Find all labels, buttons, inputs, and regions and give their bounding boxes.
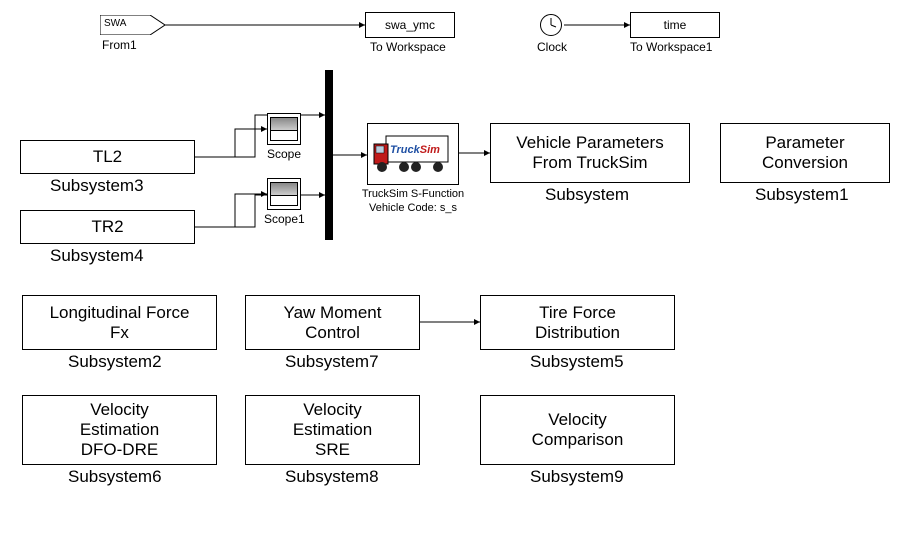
subsystem-velcomp[interactable]: Velocity Comparison	[480, 395, 675, 465]
tl2-text: TL2	[93, 147, 122, 167]
scope1[interactable]	[267, 113, 301, 145]
paramconv-l2: Conversion	[762, 153, 848, 173]
veldfo-label: Subsystem6	[68, 467, 162, 487]
mux[interactable]	[325, 70, 333, 240]
vehparams-l1: Vehicle Parameters	[516, 133, 663, 153]
scope2[interactable]	[267, 178, 301, 210]
velcomp-label: Subsystem9	[530, 467, 624, 487]
to-workspace-time[interactable]: time	[630, 12, 720, 38]
fx-l2: Fx	[110, 323, 129, 343]
subsystem-fx[interactable]: Longitudinal Force Fx	[22, 295, 217, 350]
velsre-l1: Velocity	[303, 400, 362, 420]
to-workspace-swa[interactable]: swa_ymc	[365, 12, 455, 38]
ymc-l1: Yaw Moment	[284, 303, 382, 323]
tows1-label: To Workspace	[370, 40, 446, 54]
from-block[interactable]: SWA	[100, 15, 165, 35]
truck-icon: TruckSim	[368, 124, 456, 182]
vehparams-label: Subsystem	[545, 185, 629, 205]
subsystem-tl2[interactable]: TL2	[20, 140, 195, 174]
clock-icon	[540, 14, 562, 36]
tl2-label: Subsystem3	[50, 176, 144, 196]
subsystem-ymc[interactable]: Yaw Moment Control	[245, 295, 420, 350]
veldfo-l3: DFO-DRE	[81, 440, 158, 460]
scope1-label: Scope	[267, 147, 301, 161]
subsystem-velsre[interactable]: Velocity Estimation SRE	[245, 395, 420, 465]
sfun-label1: TruckSim S-Function	[358, 188, 468, 200]
veldfo-l1: Velocity	[90, 400, 149, 420]
clock-label: Clock	[537, 40, 567, 54]
from-tag: SWA	[104, 18, 126, 29]
velcomp-l2: Comparison	[532, 430, 624, 450]
tows2-name: time	[664, 18, 687, 32]
velsre-l2: Estimation	[293, 420, 372, 440]
paramconv-l1: Parameter	[765, 133, 844, 153]
fx-label: Subsystem2	[68, 352, 162, 372]
vehparams-l2: From TruckSim	[532, 153, 647, 173]
fx-l1: Longitudinal Force	[50, 303, 190, 323]
subsystem-paramconv[interactable]: Parameter Conversion	[720, 123, 890, 183]
veldfo-l2: Estimation	[80, 420, 159, 440]
tiredist-l1: Tire Force	[539, 303, 616, 323]
ymc-l2: Control	[305, 323, 360, 343]
tows2-label: To Workspace1	[630, 40, 712, 54]
velcomp-l1: Velocity	[548, 410, 607, 430]
sfun-label2: Vehicle Code: s_s	[358, 202, 468, 214]
tows1-name: swa_ymc	[385, 18, 435, 32]
subsystem-tr2[interactable]: TR2	[20, 210, 195, 244]
svg-text:TruckSim: TruckSim	[390, 144, 440, 156]
from-label: From1	[102, 38, 137, 52]
tr2-label: Subsystem4	[50, 246, 144, 266]
velsre-l3: SRE	[315, 440, 350, 460]
ymc-label: Subsystem7	[285, 352, 379, 372]
subsystem-vehparams[interactable]: Vehicle Parameters From TruckSim	[490, 123, 690, 183]
scope-icon	[270, 182, 298, 206]
subsystem-tiredist[interactable]: Tire Force Distribution	[480, 295, 675, 350]
tiredist-label: Subsystem5	[530, 352, 624, 372]
velsre-label: Subsystem8	[285, 467, 379, 487]
tiredist-l2: Distribution	[535, 323, 620, 343]
clock-block[interactable]	[540, 14, 562, 36]
tr2-text: TR2	[91, 217, 123, 237]
subsystem-veldfo[interactable]: Velocity Estimation DFO-DRE	[22, 395, 217, 465]
trucksim-sfunction[interactable]: TruckSim	[367, 123, 459, 185]
scope2-label: Scope1	[264, 212, 305, 226]
paramconv-label: Subsystem1	[755, 185, 849, 205]
scope-icon	[270, 117, 298, 141]
